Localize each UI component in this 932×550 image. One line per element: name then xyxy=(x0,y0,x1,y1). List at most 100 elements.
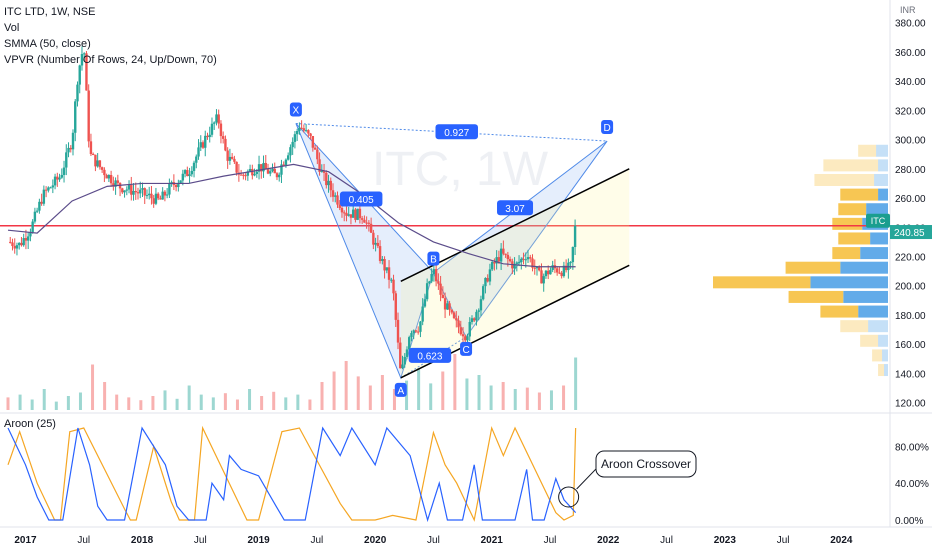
candle-body xyxy=(192,162,196,171)
candle-body xyxy=(468,321,471,337)
candle-body xyxy=(255,171,259,175)
ratio-badge xyxy=(339,191,383,207)
smma-line xyxy=(7,163,576,268)
aroon-tick-label: 0.00% xyxy=(895,516,923,527)
candle-body xyxy=(546,270,550,275)
aroon-tick-label: 80.00% xyxy=(895,442,929,453)
candle-body xyxy=(421,306,424,322)
candle-body xyxy=(517,262,521,264)
legend-volume[interactable]: Vol xyxy=(4,22,20,34)
candle-body xyxy=(181,173,185,181)
candle-body xyxy=(60,174,63,178)
candle-body xyxy=(262,162,265,172)
candle-body xyxy=(351,209,355,218)
candle-body xyxy=(533,267,536,269)
volume-bar xyxy=(453,354,457,410)
vpvr-down-bar xyxy=(785,261,841,274)
time-tick-label: 2017 xyxy=(14,535,37,546)
candle-body xyxy=(437,281,440,284)
legend-symbol[interactable]: ITC LTD, 1W, NSE xyxy=(4,6,96,18)
candle-body xyxy=(24,238,28,241)
candle-body xyxy=(199,142,202,148)
time-tick-label: 2023 xyxy=(714,535,737,546)
time-tick-label: Jul xyxy=(427,535,440,546)
candle-body xyxy=(383,258,386,271)
candle-body xyxy=(69,147,72,150)
pattern-point-badge xyxy=(460,341,473,356)
volume-bar xyxy=(151,396,155,410)
time-tick-label: 2020 xyxy=(364,535,387,546)
volume-bar xyxy=(272,391,276,410)
legend-vpvr[interactable]: VPVR (Number Of Rows, 24, Up/Down, 70) xyxy=(4,54,217,66)
price-tick-label: 220.00 xyxy=(895,253,926,264)
volume-bar xyxy=(392,389,396,410)
volume-bar xyxy=(42,389,46,410)
candle-body xyxy=(269,171,272,174)
candle-body xyxy=(65,152,68,168)
candle-body xyxy=(67,147,70,153)
candle-body xyxy=(481,286,485,300)
volume-bar xyxy=(368,385,372,410)
vpvr-down-bar xyxy=(878,364,885,377)
candle-body xyxy=(302,128,306,131)
candle-body xyxy=(343,212,346,214)
candle-body xyxy=(273,168,276,174)
candle-body xyxy=(233,158,236,162)
price-tick-label: 280.00 xyxy=(895,165,926,176)
candle-body xyxy=(408,337,411,350)
volume-bar xyxy=(429,383,433,410)
candle-body xyxy=(367,222,371,224)
candle-body xyxy=(441,294,445,299)
candle-body xyxy=(412,330,415,334)
candle-body xyxy=(56,176,59,180)
time-tick-label: Jul xyxy=(77,535,90,546)
vpvr-up-bar xyxy=(878,188,888,201)
candle-body xyxy=(107,174,111,179)
candle-body xyxy=(91,153,95,155)
last-price-label: 240.85 xyxy=(894,228,925,239)
vpvr-up-bar xyxy=(866,203,888,216)
candle-body xyxy=(204,135,207,148)
candle-body xyxy=(145,195,149,197)
candle-body xyxy=(475,311,478,321)
candle-body xyxy=(529,257,532,259)
volume-bar xyxy=(78,392,82,410)
candle-body xyxy=(329,180,332,191)
vpvr-down-bar xyxy=(713,276,811,289)
aroon-legend[interactable]: Aroon (25) xyxy=(4,418,56,430)
ratio-label: 3.07 xyxy=(505,204,525,215)
candle-body xyxy=(40,201,43,204)
candle-body xyxy=(390,279,393,281)
aroon-tick-label: 40.00% xyxy=(895,479,929,490)
candle-body xyxy=(309,133,312,136)
legend-smma[interactable]: SMMA (50, close) xyxy=(4,38,91,50)
candle-body xyxy=(495,257,498,264)
candle-body xyxy=(161,191,164,200)
candle-body xyxy=(414,330,418,332)
vpvr-up-bar xyxy=(810,276,888,289)
candle-body xyxy=(282,164,285,166)
candle-body xyxy=(307,130,310,134)
candle-body xyxy=(98,160,102,168)
volume-bar xyxy=(489,385,493,410)
candle-body xyxy=(448,303,451,310)
callout-box xyxy=(595,450,697,478)
volume-bar xyxy=(223,393,227,410)
candle-body xyxy=(378,246,382,261)
vpvr-up-bar xyxy=(840,261,888,274)
candle-body xyxy=(275,173,279,178)
candle-body xyxy=(11,242,14,247)
candle-body xyxy=(300,127,303,129)
candle-body xyxy=(419,321,422,332)
callout-text: Aroon Crossover xyxy=(601,457,691,471)
candle-body xyxy=(213,122,216,124)
candle-body xyxy=(311,135,315,148)
vpvr-down-bar xyxy=(832,217,863,230)
candle-body xyxy=(246,171,250,176)
candle-body xyxy=(479,299,483,311)
candle-body xyxy=(334,195,337,197)
candle-body xyxy=(103,169,106,176)
candle-body xyxy=(20,242,23,246)
price-tick-label: 260.00 xyxy=(895,194,926,205)
